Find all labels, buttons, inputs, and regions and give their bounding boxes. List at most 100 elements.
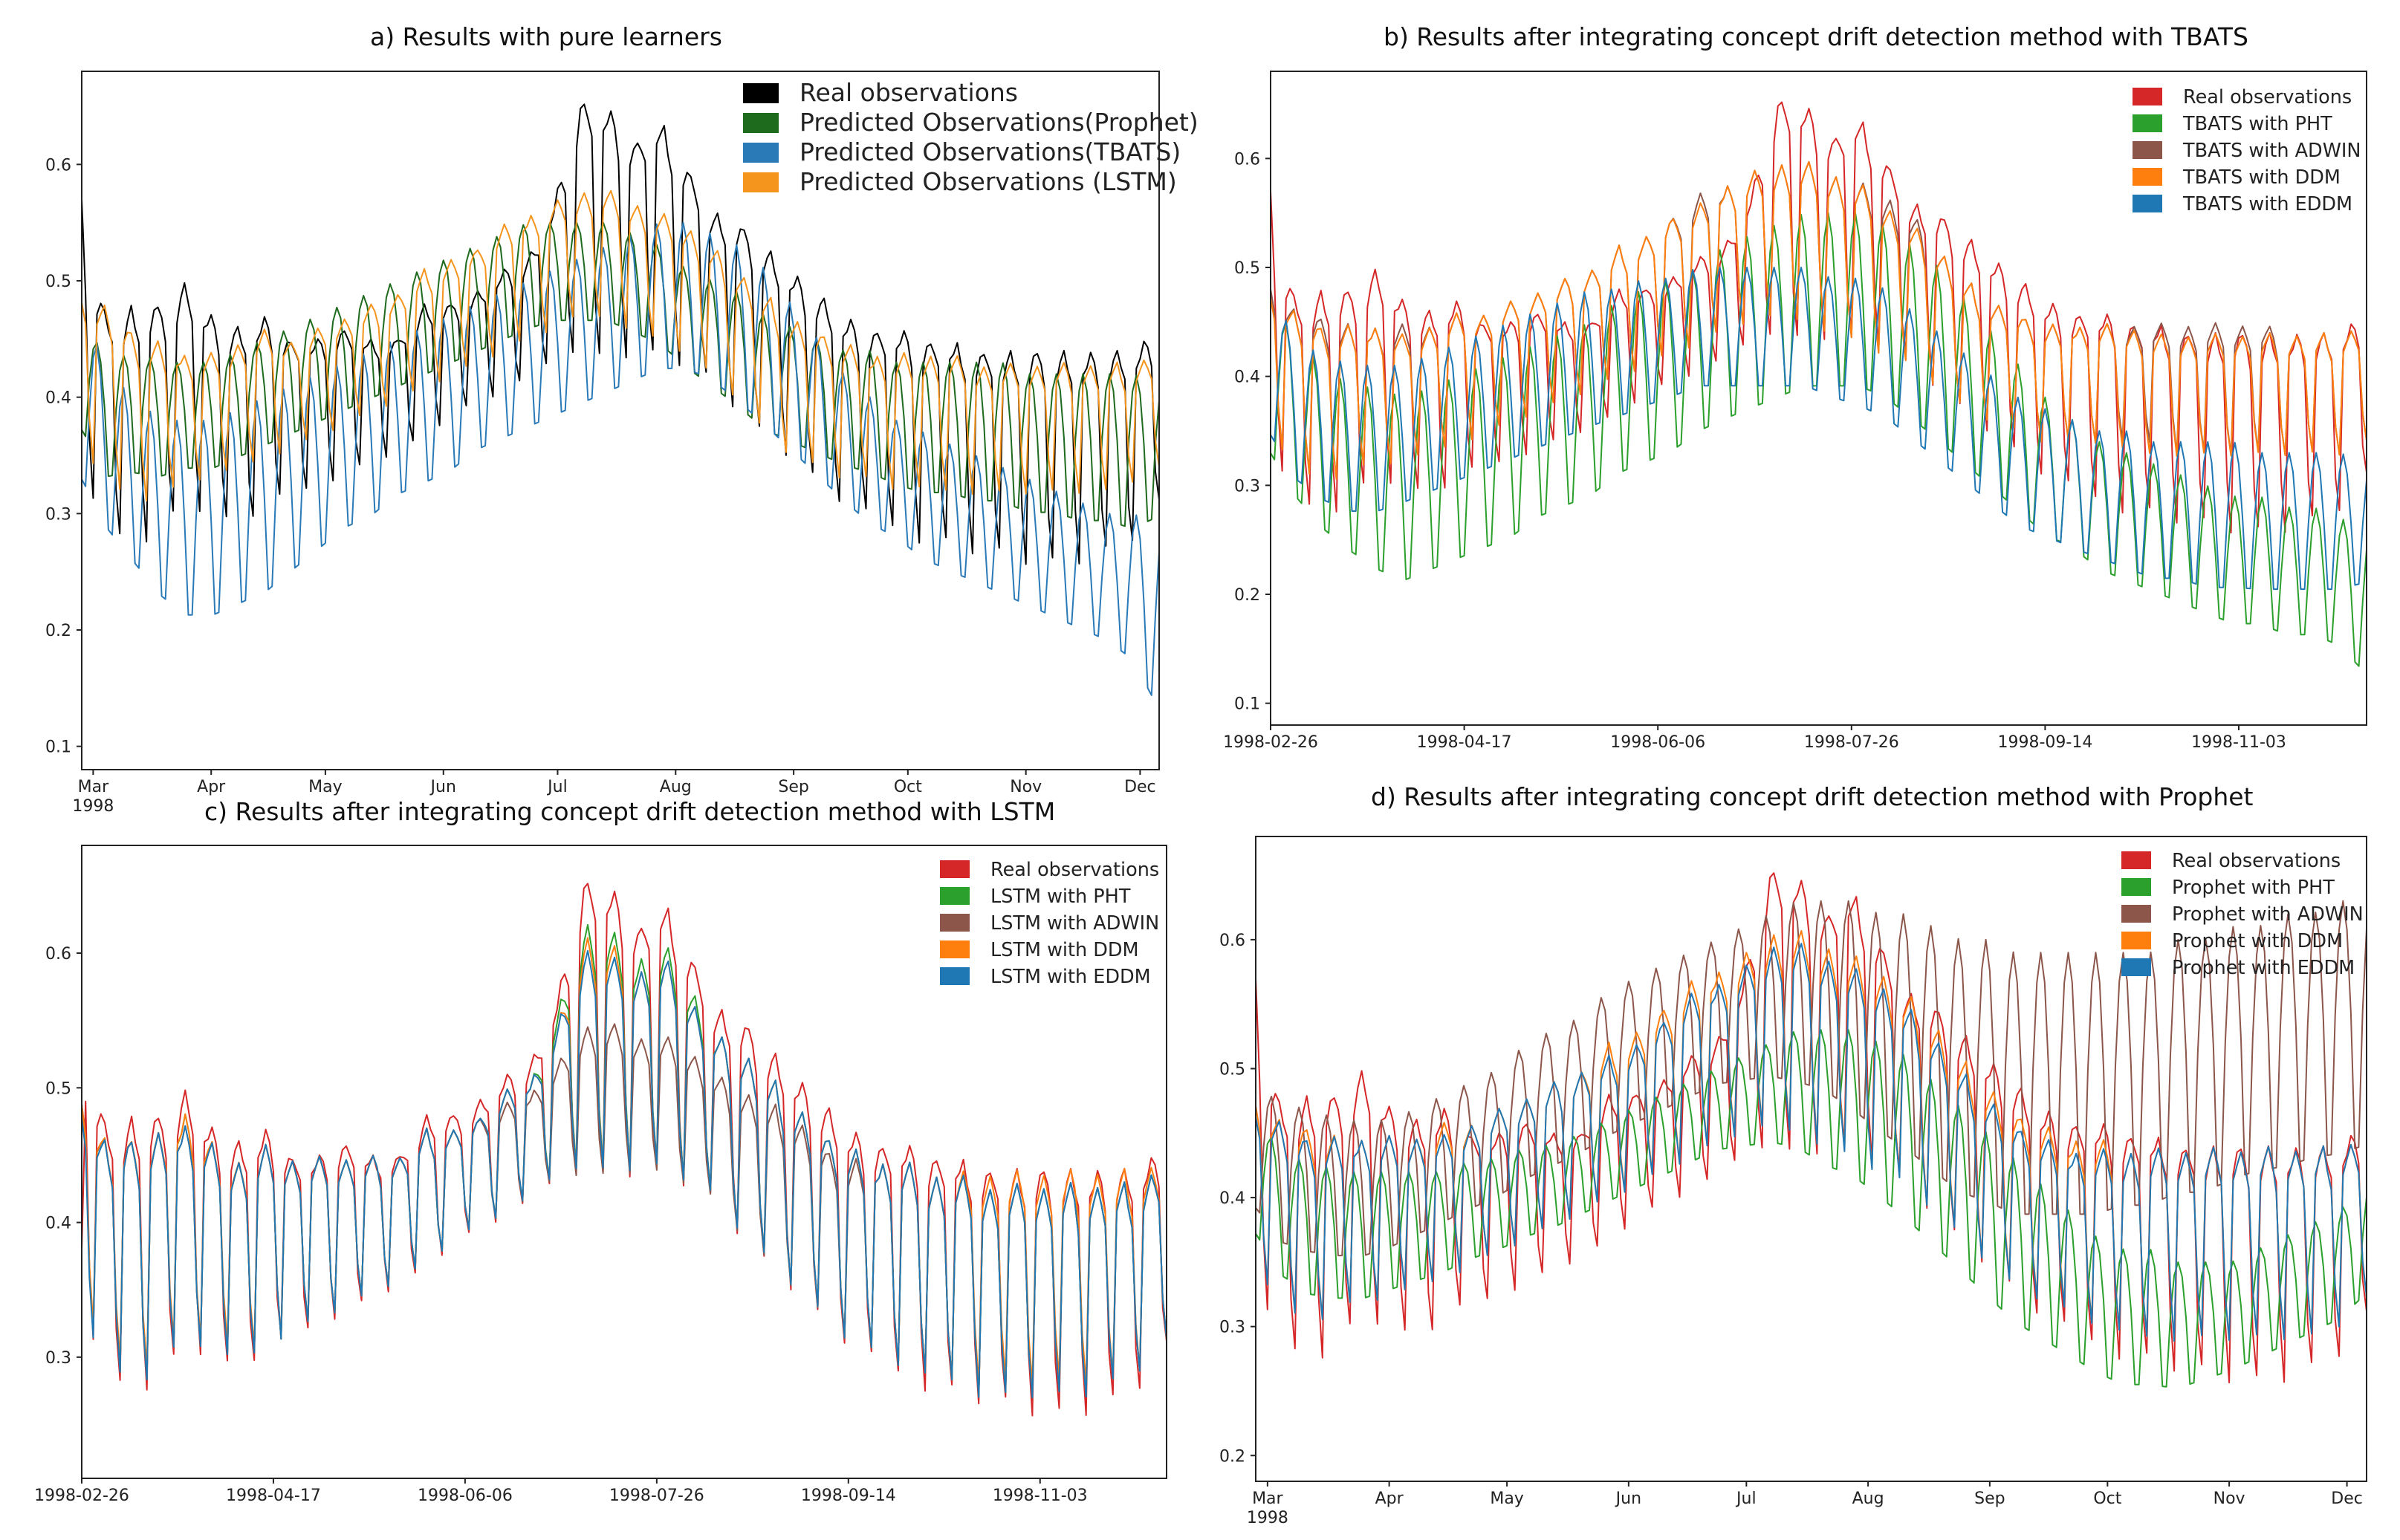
y-tick-label: 0.1 [1234, 695, 1260, 714]
legend-label: Prophet with DDM [2172, 930, 2343, 952]
x-tick-label: 1998-02-26 [1223, 733, 1318, 752]
legend-label: LSTM with DDM [990, 939, 1139, 961]
legend-label: LSTM with EDDM [990, 966, 1151, 988]
series-line-prophet-with-adwin [1255, 900, 2367, 1257]
series-line-real-observations [81, 103, 1160, 565]
x-tick-label: Sep [1974, 1489, 2005, 1508]
panel-c-title: c) Results after integrating concept dri… [204, 797, 1056, 826]
legend-swatch [2121, 851, 2151, 869]
x-tick-label: Apr [1375, 1489, 1404, 1508]
x-tick-label: Mar [78, 778, 109, 796]
legend-swatch [2121, 905, 2151, 923]
x-tick-label: 1998-04-17 [226, 1487, 321, 1505]
series-line-predicted-observations-tbats [81, 221, 1160, 696]
legend-swatch [940, 860, 970, 878]
x-tick-label: 1998-06-06 [1610, 733, 1705, 752]
x-tick-label: 1998-09-14 [801, 1487, 896, 1505]
x-tick-label: 1998-04-17 [1417, 733, 1512, 752]
legend-swatch [743, 143, 779, 163]
panel-b-title: b) Results after integrating concept dri… [1384, 22, 2248, 51]
plot-area [1255, 872, 2367, 1388]
legend-label: Prophet with ADWIN [2172, 903, 2364, 926]
y-tick-label: 0.3 [1234, 477, 1260, 496]
legend-label: Real observations [800, 78, 1018, 107]
legend-label: TBATS with EDDM [2182, 193, 2352, 215]
legend-swatch [2133, 195, 2162, 212]
series-line-tbats-with-ddm [1270, 160, 2367, 481]
x-tick-sublabel: 1998 [1247, 1509, 1288, 1527]
legend-label: Prophet with EDDM [2172, 957, 2355, 979]
y-tick-label: 0.4 [45, 1215, 71, 1233]
y-tick-label: 0.2 [1234, 586, 1260, 605]
axes-frame [1255, 836, 2367, 1482]
y-tick-label: 0.6 [1234, 150, 1260, 169]
legend-label: LSTM with ADWIN [990, 912, 1159, 935]
y-tick-label: 0.6 [1219, 932, 1245, 950]
legend-label: Predicted Observations(Prophet) [800, 108, 1199, 137]
y-tick-label: 0.2 [1219, 1447, 1245, 1466]
x-tick-label: 1998-06-06 [418, 1487, 513, 1505]
legend-label: LSTM with PHT [990, 886, 1131, 908]
x-tick-sublabel: 1998 [72, 797, 114, 816]
x-tick-label: Oct [2093, 1489, 2121, 1508]
legend-swatch [2121, 932, 2151, 949]
legend-swatch [2133, 141, 2162, 159]
x-tick-label: 1998-11-03 [2191, 733, 2286, 752]
series-line-predicted-observations-lstm [81, 189, 1160, 502]
y-tick-label: 0.5 [1234, 259, 1260, 278]
x-tick-label: Apr [197, 778, 226, 796]
legend-label: Real observations [990, 859, 1159, 881]
axes-frame [81, 845, 1167, 1479]
series-line-lstm-with-eddm [81, 949, 1167, 1399]
y-tick-label: 0.5 [1219, 1060, 1245, 1079]
x-tick-label: Oct [894, 778, 922, 796]
x-tick-label: 1998-09-14 [1997, 733, 2092, 752]
legend-label: Real observations [2183, 86, 2352, 108]
legend-swatch [940, 887, 970, 905]
x-tick-label: 1998-07-26 [609, 1487, 704, 1505]
y-tick-label: 0.1 [45, 738, 71, 757]
x-tick-label: May [1490, 1489, 1523, 1508]
legend-label: Real observations [2172, 850, 2341, 872]
y-tick-label: 0.5 [45, 273, 71, 291]
legend-swatch [940, 967, 970, 985]
legend-label: TBATS with ADWIN [2182, 140, 2361, 162]
series-line-tbats-with-pht [1270, 212, 2367, 667]
legend-label: TBATS with DDM [2182, 166, 2341, 189]
legend-swatch [940, 940, 970, 958]
legend-swatch [2133, 114, 2162, 132]
series-line-tbats-with-eddm [1270, 267, 2367, 591]
series-line-real-observations [1270, 101, 2367, 533]
y-tick-label: 0.3 [45, 505, 71, 524]
y-tick-label: 0.2 [45, 622, 71, 640]
legend-swatch [743, 172, 779, 192]
x-tick-label: Mar [1252, 1489, 1283, 1508]
x-tick-label: Dec [2331, 1489, 2363, 1508]
legend-swatch [2133, 88, 2162, 105]
series-line-prophet-with-eddm [1255, 943, 2367, 1342]
legend-swatch [940, 914, 970, 932]
legend: Real observations Prophet with PHT Prophet… [2121, 850, 2364, 979]
legend: Real observations LSTM with PHT LSTM with … [940, 859, 1159, 988]
plot-area [81, 103, 1160, 696]
panel-d-title: d) Results after integrating concept dri… [1371, 782, 2254, 811]
x-tick-label: Nov [1010, 778, 1042, 796]
legend-swatch [2121, 878, 2151, 896]
x-tick-label: Jun [429, 778, 456, 796]
legend-label: Predicted Observations(TBATS) [800, 137, 1181, 166]
x-tick-label: Sep [778, 778, 808, 796]
x-tick-label: 1998-11-03 [993, 1487, 1088, 1505]
x-tick-label: 1998-07-26 [1804, 733, 1899, 752]
y-tick-label: 0.6 [45, 945, 71, 964]
x-tick-label: Aug [660, 778, 692, 796]
y-tick-label: 0.6 [45, 156, 71, 175]
x-tick-label: Jul [1735, 1489, 1757, 1508]
y-tick-label: 0.3 [1219, 1319, 1245, 1337]
axes-frame [81, 71, 1160, 770]
